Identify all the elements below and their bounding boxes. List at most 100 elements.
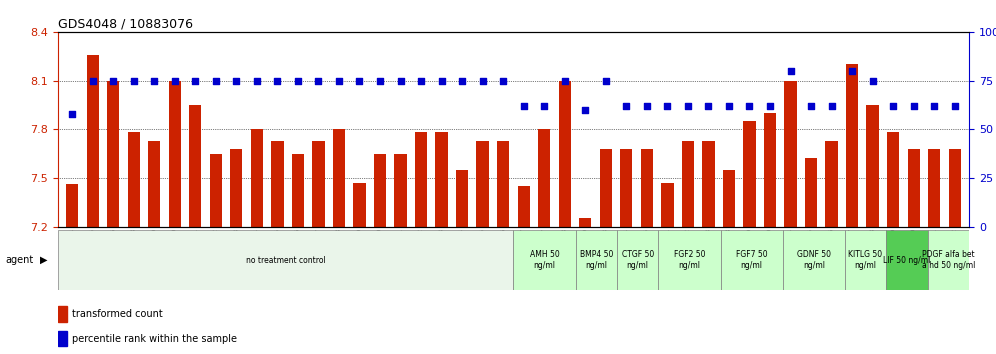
Bar [107,81,120,227]
Point [557,78,573,84]
Point [536,103,552,109]
Bar [476,141,489,227]
Bar [702,141,714,227]
Bar [576,230,617,290]
Bar [661,183,673,227]
Bar [58,331,67,347]
Bar [621,149,632,227]
Point [741,103,757,109]
Bar [805,158,817,227]
Point [413,78,429,84]
Bar [435,132,448,227]
Point [619,103,634,109]
Bar [209,154,222,227]
Bar [456,170,468,227]
Point [947,103,963,109]
Text: ▶: ▶ [40,255,48,265]
Point [373,78,388,84]
Point [106,78,122,84]
Bar [148,141,160,227]
Point [803,103,819,109]
Text: PDGF alfa bet
a hd 50 ng/ml: PDGF alfa bet a hd 50 ng/ml [921,251,975,270]
Bar [720,230,783,290]
Bar [743,121,756,227]
Bar [333,129,346,227]
Point [311,78,327,84]
Point [454,78,470,84]
Text: BMP4 50
ng/ml: BMP4 50 ng/ml [580,251,613,270]
Point [495,78,511,84]
Point [475,78,491,84]
Point [433,78,449,84]
Point [824,103,840,109]
Point [64,111,80,116]
Text: no treatment control: no treatment control [246,256,326,265]
Point [680,103,696,109]
Point [926,103,942,109]
Point [638,103,654,109]
Bar [58,306,67,322]
Point [270,78,286,84]
Bar [845,230,886,290]
Bar [87,55,99,227]
Point [783,68,799,74]
Point [146,78,162,84]
Bar [617,230,658,290]
Bar [867,105,878,227]
Bar [66,184,79,227]
Bar [559,81,571,227]
Point [845,68,861,74]
Bar [271,141,284,227]
Bar [127,132,139,227]
Bar [497,141,509,227]
Bar [783,230,845,290]
Bar [948,149,961,227]
Text: transformed count: transformed count [72,309,162,319]
Point [700,103,716,109]
Point [228,78,244,84]
Bar [826,141,838,227]
Bar [168,81,181,227]
Bar [928,149,940,227]
Text: CTGF 50
ng/ml: CTGF 50 ng/ml [622,251,653,270]
Bar [251,129,263,227]
Bar [681,141,694,227]
Point [598,78,614,84]
Bar [189,105,201,227]
Point [249,78,265,84]
Text: percentile rank within the sample: percentile rank within the sample [72,333,237,344]
Point [905,103,921,109]
Bar [292,154,304,227]
Bar [313,141,325,227]
Point [516,103,532,109]
Bar [354,183,366,227]
Text: FGF2 50
ng/ml: FGF2 50 ng/ml [673,251,705,270]
Bar [538,129,551,227]
Bar [600,149,612,227]
Bar [907,149,920,227]
Text: AMH 50
ng/ml: AMH 50 ng/ml [530,251,560,270]
Bar [514,230,576,290]
Text: GDNF 50
ng/ml: GDNF 50 ng/ml [797,251,831,270]
Bar [374,154,386,227]
Bar [58,230,514,290]
Point [865,78,880,84]
Point [290,78,306,84]
Point [578,107,594,113]
Bar [723,170,735,227]
Point [187,78,203,84]
Bar [785,81,797,227]
Bar [415,132,427,227]
Text: GDS4048 / 10883076: GDS4048 / 10883076 [58,18,193,31]
Text: LIF 50 ng/ml: LIF 50 ng/ml [883,256,930,265]
Point [762,103,778,109]
Point [331,78,347,84]
Point [352,78,368,84]
Bar [927,230,969,290]
Bar [394,154,406,227]
Bar [640,149,653,227]
Point [208,78,224,84]
Text: FGF7 50
ng/ml: FGF7 50 ng/ml [736,251,768,270]
Point [85,78,101,84]
Point [885,103,901,109]
